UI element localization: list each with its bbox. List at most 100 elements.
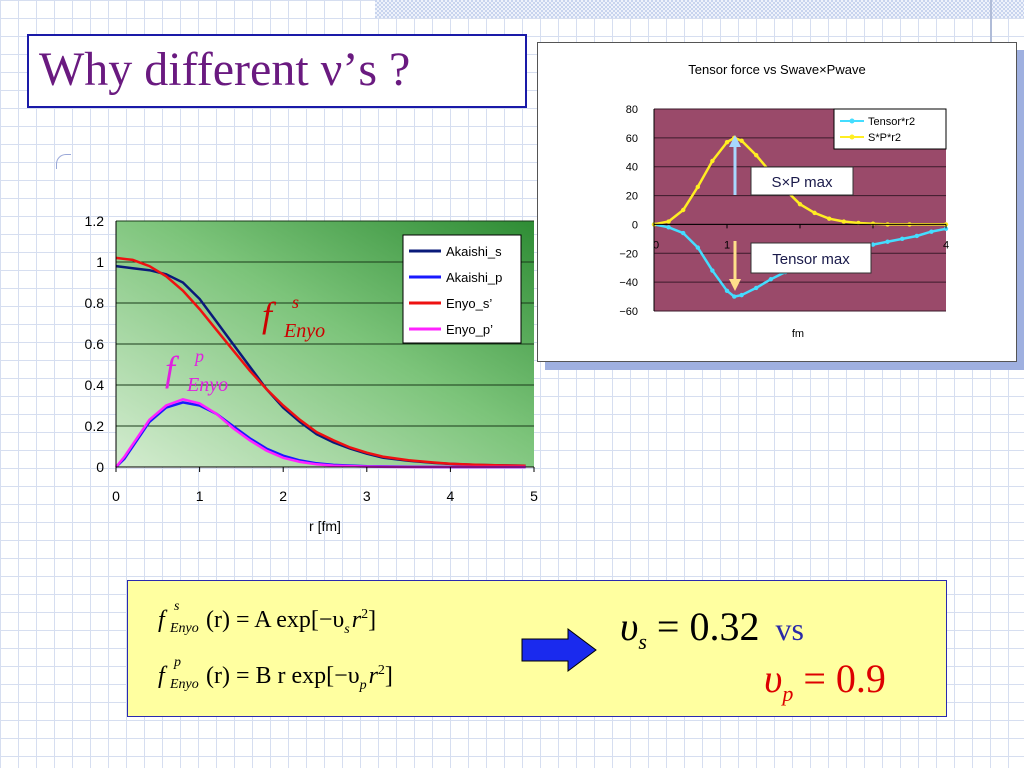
inset-series-point-1 [812,210,817,216]
inset-series-point-0 [724,288,730,293]
main-legend-label: Akaishi_s [446,244,502,259]
sub-enyo-p: Enyo [187,374,229,396]
inset-series-point-1 [841,219,846,224]
formula-s-square: 2 [361,607,369,622]
inset-y-tick-label: 40 [626,162,638,174]
result-sub-p: p [782,681,794,706]
formula-box: f s Enyo (r) = A exp[−υsr2] f p Enyo (r)… [127,580,947,717]
formula-sup-p: p [174,655,181,670]
tensor-max-annotation: Tensor max [750,242,872,274]
formula-sup-s: s [174,599,180,614]
inset-chart: Tensor force vs Swave×Pwave −60 −40 −20 0 20… [619,62,949,340]
f-symbol-p: f [165,349,176,389]
inset-x-tick-label: 0 [653,239,659,251]
inset-series-point-1 [739,138,744,143]
inset-series-point-0 [666,225,671,230]
formula-s-r: r [351,607,362,633]
sp-max-annotation: S×P max [750,166,854,196]
inset-legend-marker [849,134,855,140]
formula-s: f s Enyo (r) = A exp[−υsr2] [158,599,377,638]
main-y-tick-label: 0.8 [85,295,105,311]
main-chart: 0 0.2 0.4 0.6 0.8 1 1.2 0 1 2 3 4 5 r [fm] Akaishi_s… [85,213,539,534]
formula-sub-enyo-2: Enyo [170,677,199,692]
formula-s-close: ] [368,607,377,633]
result-s-value: = 0.32 [656,604,760,649]
label-f-enyo-s: f s Enyo [262,292,325,342]
inset-series-point-0 [681,230,686,236]
inset-series-point-1 [754,152,759,158]
result-p-value: = 0.9 [803,656,886,701]
top-decorative-line [990,0,992,60]
sp-max-arrowhead [729,135,741,147]
f-symbol-2: f [158,663,165,689]
inset-legend-label: Tensor*r2 [868,116,915,128]
inset-series-point-0 [870,242,876,247]
inset-series-point-1 [681,207,686,213]
main-y-tick-label: 1 [96,254,104,270]
inset-series-point-1 [827,216,832,221]
inset-series-point-1 [724,139,730,145]
inset-y-tick-label: 20 [626,191,638,203]
top-decorative-band [375,0,1024,18]
f-symbol-s: f [262,295,273,335]
title-box: Why different ν’s ? [27,34,527,108]
formula-p-square: 2 [377,663,385,678]
main-legend-label: Enyo_p’ [446,322,493,337]
main-y-tick-label: 0 [96,459,104,475]
formula-s-body: (r) = A exp[−υ [206,607,345,633]
inset-series-point-1 [797,202,803,207]
formula-p-r: r [368,663,378,689]
inset-series-point-1 [666,219,671,224]
inset-series-point-0 [900,236,905,242]
result-p: υp = 0.9 [764,655,886,707]
sub-enyo-s: Enyo [284,320,326,342]
formula-sub-p: p [359,677,367,693]
main-x-tick-label: 1 [196,488,204,504]
tensor-max-arrowhead [729,279,741,291]
inset-series-point-0 [914,233,919,239]
inset-legend-label: S*P*r2 [868,132,901,144]
bullet-mark [56,154,71,169]
slide-title: Why different ν’s ? [39,43,411,96]
sup-s: s [292,292,300,312]
inset-y-tick-label: 80 [626,104,638,116]
main-legend-label: Enyo_s’ [446,296,492,311]
main-y-tick-label: 0.2 [85,418,105,434]
upsilon-s: υ [620,604,639,649]
inset-series-point-0 [768,277,773,282]
inset-series-point-0 [710,268,715,273]
inset-series-point-1 [695,184,700,190]
inset-y-tick-label: 0 [632,219,638,231]
formula-p-body: (r) = B r exp[−υ [206,663,360,689]
label-f-enyo-p: f p Enyo [165,346,228,396]
inset-series-point-0 [885,239,890,244]
main-y-tick-label: 0.6 [85,336,105,352]
right-arrow-icon [521,628,597,672]
inset-legend-marker [849,118,855,124]
tensor-max-label: Tensor max [772,251,850,268]
formula-p-close: ] [384,663,393,689]
vs-text: vs [775,611,804,647]
main-legend: Akaishi_s Akaishi_p Enyo_s’ Enyo_p’ [402,234,522,344]
result-s: υs = 0.32 vs [620,603,804,655]
inset-legend: Tensor*r2 S*P*r2 [833,108,947,150]
formula-sub-s: s [344,621,350,637]
main-x-tick-label: 4 [447,488,455,504]
inset-x-tick-label: 1 [724,239,730,251]
main-x-axis-label: r [fm] [309,518,341,534]
inset-series-point-0 [695,245,700,250]
formula-sub-enyo: Enyo [170,621,199,636]
main-y-tick-label: 0.4 [85,377,105,393]
main-x-tick-label: 0 [112,488,120,504]
inset-y-tick-label: 60 [626,133,638,145]
inset-series-point-0 [754,285,759,291]
main-y-tick-label: 1.2 [85,213,105,229]
inset-y-tick-label: −40 [619,277,638,289]
inset-title: Tensor force vs Swave×Pwave [688,62,865,77]
inset-frame: Tensor force vs Swave×Pwave −60 −40 −20 0 20… [537,42,1017,362]
inset-series-point-1 [710,158,715,164]
sp-max-label: S×P max [771,174,833,191]
inset-series-point-0 [943,226,949,231]
inset-series-point-0 [739,292,744,298]
result-sub-s: s [638,629,647,654]
